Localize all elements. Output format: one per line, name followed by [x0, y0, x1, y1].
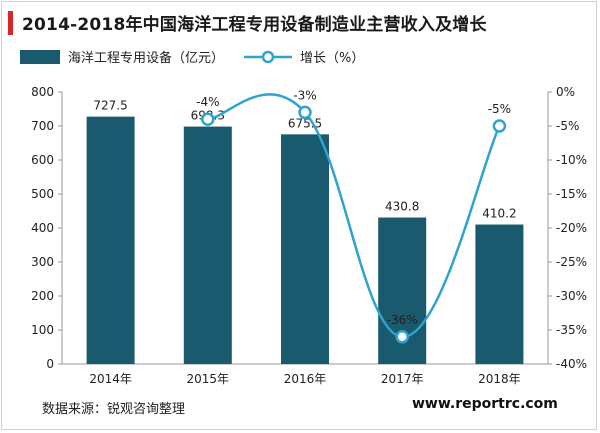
bar	[475, 224, 524, 364]
y-left-tick-label: 600	[31, 153, 54, 167]
y-left-tick-label: 300	[31, 255, 54, 269]
growth-value-label: -4%	[196, 95, 219, 109]
bar-value-label: 430.8	[385, 200, 419, 214]
legend-swatch-marker	[261, 50, 275, 64]
x-tick-label: 2017年	[381, 372, 424, 386]
y-left-tick-label: 800	[31, 85, 54, 99]
growth-value-label: -36%	[387, 313, 418, 327]
axes: 0 100 200 300 400 500 600 700 800 0% -5% -10% -15% -2…	[31, 85, 587, 386]
growth-point	[492, 119, 507, 133]
growth-value-label: -3%	[293, 88, 316, 102]
y-left-tick-label: 0	[46, 357, 54, 371]
y-right-tick-label: -25%	[556, 255, 587, 269]
y-left-tick-label: 400	[31, 221, 54, 235]
y-right-tick-label: -10%	[556, 153, 587, 167]
x-tick-label: 2015年	[187, 372, 230, 386]
y-right-tick-label: -30%	[556, 289, 587, 303]
growth-line: -4% -3% -36% -5%	[196, 88, 511, 344]
bar	[281, 134, 329, 364]
y-right-tick-label: -15%	[556, 187, 587, 201]
y-left-tick-label: 500	[31, 187, 54, 201]
y-right-tick-label: -35%	[556, 323, 587, 337]
bar-value-label: 410.2	[482, 207, 516, 221]
bar	[183, 126, 232, 364]
y-right-tick-label: -40%	[556, 357, 587, 371]
y-right-tick-label: -20%	[556, 221, 587, 235]
source-note: 数据来源：锐观咨询整理	[42, 402, 186, 417]
bar	[86, 116, 135, 365]
legend: 海洋工程专用设备（亿元） 增长（%）	[20, 50, 364, 66]
chart-title: 2014-2018年中国海洋工程专用设备制造业主营收入及增长	[22, 15, 487, 35]
growth-point	[395, 330, 409, 344]
growth-line-path	[207, 93, 501, 339]
title-accent-bar	[8, 11, 13, 35]
bar-value-label: 727.5	[93, 99, 127, 113]
y-left-tick-label: 100	[31, 323, 54, 337]
y-left-tick-label: 700	[31, 119, 54, 133]
x-tick-label: 2018年	[478, 372, 521, 386]
growth-point	[201, 112, 215, 126]
legend-swatch-bar	[20, 50, 60, 64]
y-right-tick-label: 0%	[556, 85, 575, 99]
y-right-tick-label: -5%	[556, 119, 579, 133]
x-tick-label: 2014年	[89, 372, 132, 386]
growth-point	[298, 105, 312, 120]
y-left-tick-label: 200	[31, 289, 54, 303]
legend-label-bar: 海洋工程专用设备（亿元）	[68, 50, 224, 66]
growth-value-label: -5%	[488, 102, 511, 116]
x-tick-label: 2016年	[284, 372, 327, 386]
watermark: www.reportrc.com	[412, 396, 558, 412]
legend-label-line: 增长（%）	[300, 51, 364, 66]
